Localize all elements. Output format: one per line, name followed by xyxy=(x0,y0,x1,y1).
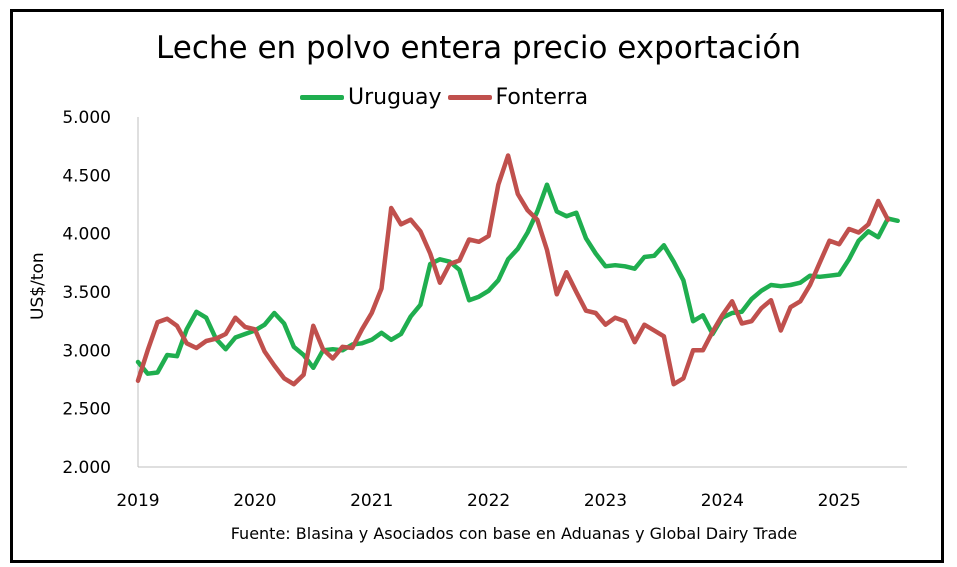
chart-title: Leche en polvo entera precio exportación xyxy=(156,30,801,66)
legend-label-uruguay: Uruguay xyxy=(348,84,442,110)
legend-swatch-fonterra xyxy=(447,94,492,100)
legend-item-fonterra: Fonterra xyxy=(447,84,589,110)
x-tick-label: 2019 xyxy=(116,491,159,511)
x-tick-label: 2020 xyxy=(233,491,276,511)
legend-label-fonterra: Fonterra xyxy=(495,84,589,110)
y-tick-label: 2.500 xyxy=(62,400,111,420)
chart-legend: Uruguay Fonterra xyxy=(300,82,594,112)
y-tick-label: 4.500 xyxy=(62,166,111,186)
x-tick-label: 2025 xyxy=(818,491,861,511)
x-tick-label: 2023 xyxy=(584,491,627,511)
x-tick-label: 2024 xyxy=(701,491,744,511)
series-line-fonterra xyxy=(135,153,891,387)
y-tick-label: 2.000 xyxy=(62,458,111,478)
y-tick-label: 4.000 xyxy=(62,225,111,245)
chart-source-note: Fuente: Blasina y Asociados con base en … xyxy=(230,524,798,543)
x-tick-label: 2021 xyxy=(350,491,393,511)
y-tick-label: 3.500 xyxy=(62,283,111,303)
y-tick-label: 5.000 xyxy=(62,108,111,128)
x-tick-label: 2022 xyxy=(467,491,510,511)
series-line-uruguay xyxy=(135,182,900,376)
legend-item-uruguay: Uruguay xyxy=(300,85,442,110)
legend-swatch-uruguay xyxy=(300,94,344,100)
y-tick-label: 3.000 xyxy=(62,341,111,361)
